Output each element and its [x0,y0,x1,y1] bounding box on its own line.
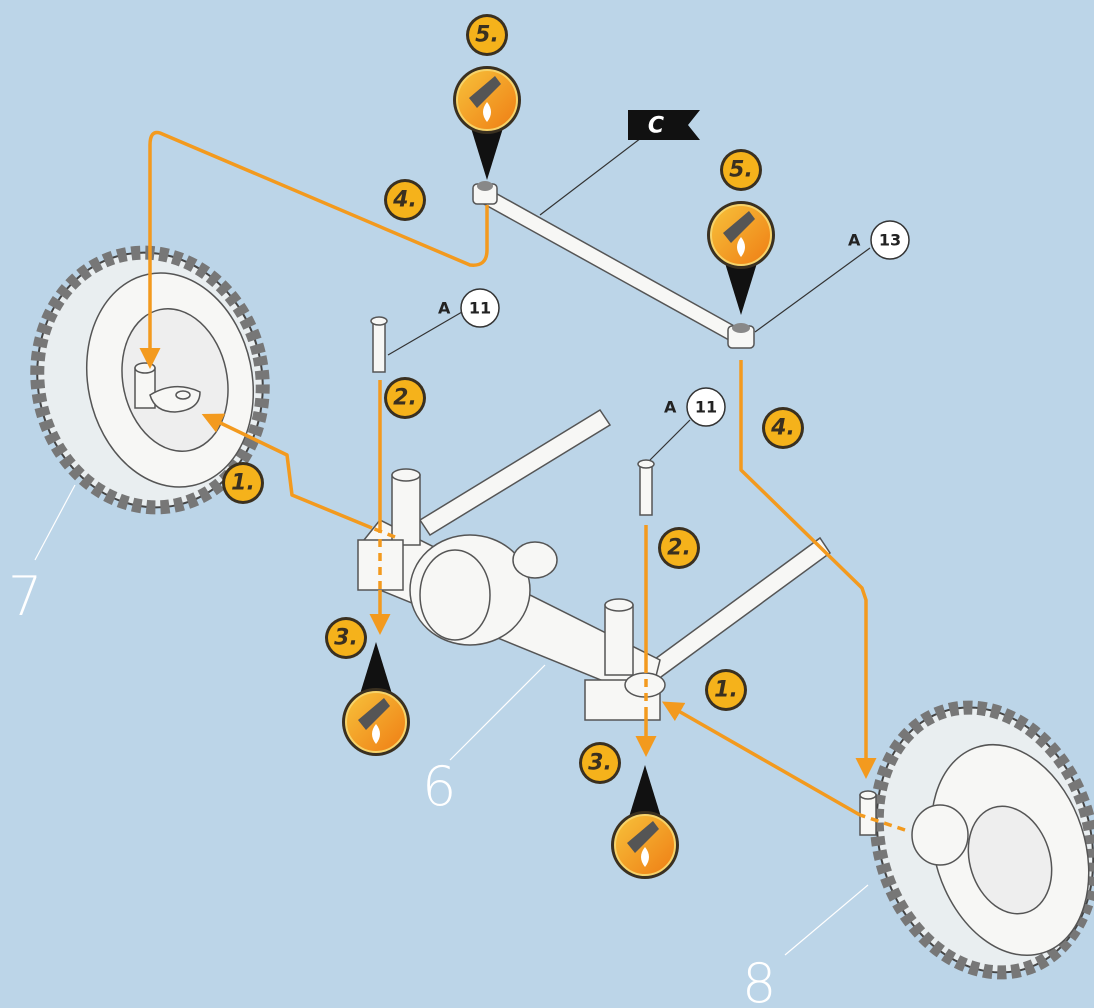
flag: C [628,110,700,140]
part-number: 6 [422,755,456,818]
pointer [360,642,392,694]
part-number: 7 [8,565,42,628]
diagram: C A 11 A 11 A 13 7 6 8 5. 5. 4. 4. 2. 2. 1. 1. 3… [0,0,1094,1008]
ref-sheet: A [848,231,861,250]
glue-icon [342,642,410,756]
ref-number: 11 [695,398,717,417]
step-badge: 4. [384,179,426,221]
step-badge: 3. [325,617,367,659]
badge-label: 2. [667,536,691,561]
step-badge: 2. [658,527,700,569]
wheel-right [843,679,1094,1001]
ref-sheet: A [438,299,451,318]
badge-label: 3. [588,751,612,776]
pointer [471,128,503,180]
axle [358,410,830,720]
part-ref-2: A 11 [664,388,725,426]
ref-sheet: A [664,398,677,417]
badge-label: 1. [231,471,255,496]
pointer [725,263,757,315]
glue-icon [611,765,679,879]
step-badge: 5. [466,14,508,56]
glue-icon [707,201,775,315]
step-badge: 1. [705,669,747,711]
step-badge: 1. [222,462,264,504]
ref-number: 13 [879,231,901,250]
tie-rod [473,181,754,348]
badge-label: 5. [729,158,753,183]
flag-label: C [648,114,664,139]
step-badge: 3. [579,742,621,784]
badge-label: 3. [334,626,358,651]
step-badge: 4. [762,407,804,449]
step-badge: 5. [720,149,762,191]
part-ref-3: A 13 [848,221,909,259]
badge-label: 4. [392,188,417,213]
glue-icon [453,66,521,180]
pointer [629,765,661,817]
badge-label: 5. [475,23,499,48]
badge-label: 2. [393,386,417,411]
badge-label: 4. [770,416,795,441]
badge-label: 1. [714,678,738,703]
part-number: 8 [742,952,776,1008]
ref-number: 11 [469,299,491,318]
step-badge: 2. [384,377,426,419]
